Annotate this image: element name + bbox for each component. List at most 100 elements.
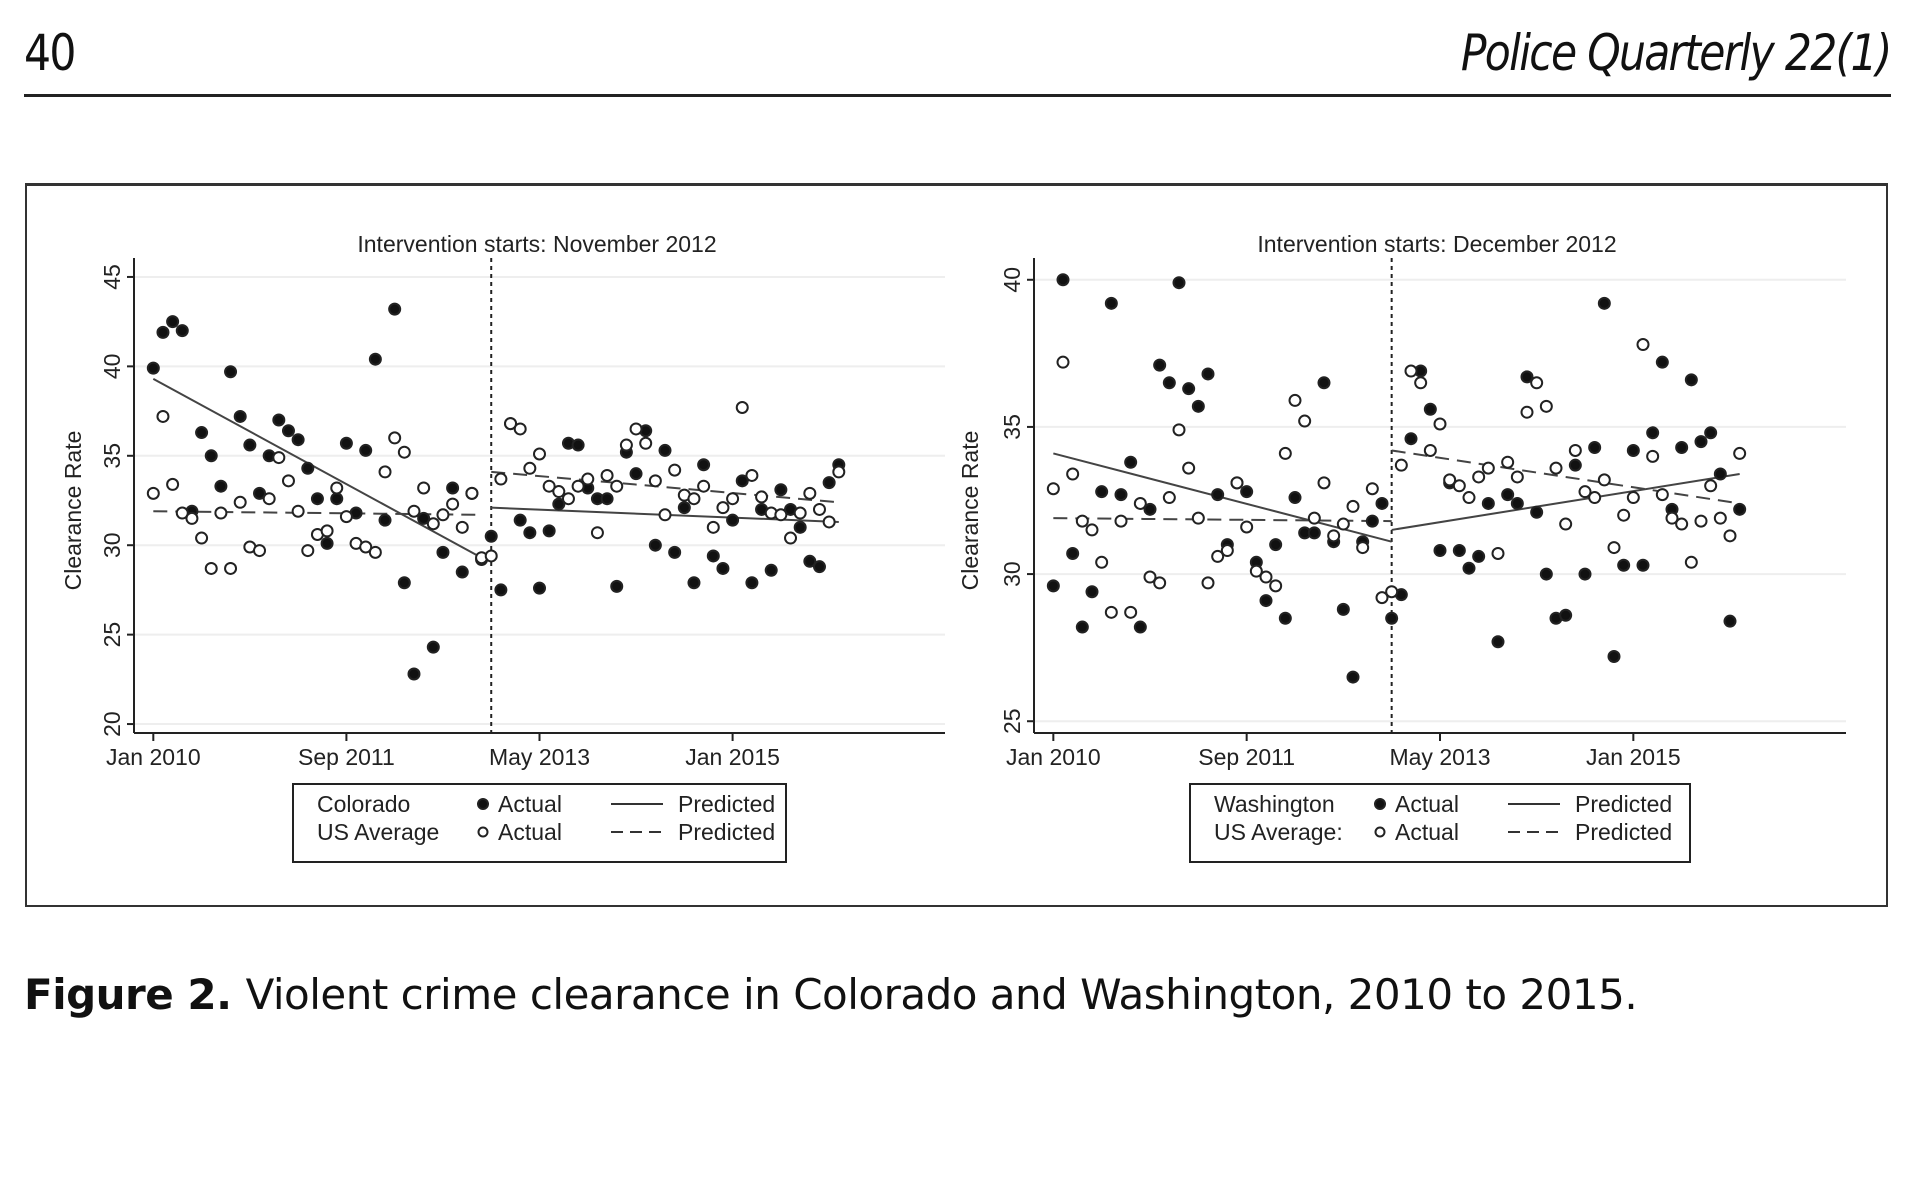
actual-point-state — [195, 426, 209, 440]
actual-point-us — [687, 492, 701, 506]
actual-point-us — [822, 515, 836, 529]
actual-point-state — [1317, 376, 1331, 390]
actual-point-us — [1597, 473, 1611, 487]
actual-point-us — [1626, 491, 1640, 505]
legend-box — [292, 783, 787, 863]
actual-point-us — [1085, 523, 1099, 537]
actual-point-us — [1375, 591, 1389, 605]
actual-point-state — [1607, 649, 1621, 663]
actual-point-state — [629, 467, 643, 481]
actual-point-us — [697, 479, 711, 493]
actual-point-state — [610, 579, 624, 593]
x-tick-label: Sep 2011 — [298, 744, 395, 770]
actual-point-us — [561, 492, 575, 506]
legend-hollow-marker — [477, 826, 489, 838]
actual-point-state — [272, 413, 286, 427]
actual-point-state — [1162, 376, 1176, 390]
actual-point-us — [784, 531, 798, 545]
actual-point-us — [484, 549, 498, 563]
actual-point-state — [1713, 467, 1727, 481]
actual-point-us — [1568, 443, 1582, 457]
legend-group-label: US Average — [317, 819, 439, 845]
actual-point-us — [281, 474, 295, 488]
actual-point-us — [1655, 488, 1669, 502]
actual-point-state — [1114, 488, 1128, 502]
actual-point-us — [755, 490, 769, 504]
actual-point-us — [832, 465, 846, 479]
actual-point-state — [1085, 585, 1099, 599]
actual-point-state — [1472, 549, 1486, 563]
actual-point-state — [716, 561, 730, 575]
actual-point-us — [1356, 541, 1370, 555]
actual-point-state — [523, 526, 537, 540]
x-tick-label: May 2013 — [1389, 744, 1490, 770]
actual-point-state — [571, 438, 585, 452]
actual-point-state — [1133, 620, 1147, 634]
actual-point-state — [1056, 273, 1070, 287]
actual-point-state — [1365, 514, 1379, 528]
actual-point-state — [735, 474, 749, 488]
actual-point-state — [1568, 458, 1582, 472]
actual-point-state — [243, 438, 257, 452]
actual-point-us — [571, 479, 585, 493]
actual-point-state — [1617, 558, 1631, 572]
actual-point-us — [1220, 544, 1234, 558]
predicted-line-state — [1391, 473, 1740, 531]
actual-point-state — [706, 549, 720, 563]
actual-point-us — [1066, 467, 1080, 481]
actual-point-us — [156, 409, 170, 423]
actual-point-state — [1211, 488, 1225, 502]
actual-point-us — [1733, 446, 1747, 460]
actual-point-state — [156, 325, 170, 339]
actual-point-state — [1723, 614, 1737, 628]
actual-point-state — [1520, 370, 1534, 384]
actual-point-state — [291, 433, 305, 447]
actual-point-us — [436, 508, 450, 522]
y-tick-label: 45 — [99, 264, 125, 290]
actual-point-us — [1501, 455, 1515, 469]
actual-point-state — [1240, 485, 1254, 499]
actual-point-us — [359, 540, 373, 554]
y-tick-label: 40 — [99, 354, 125, 380]
actual-point-state — [1733, 502, 1747, 516]
actual-point-us — [523, 461, 537, 475]
actual-point-state — [1684, 373, 1698, 387]
actual-point-state — [1201, 367, 1215, 381]
actual-point-us — [1162, 491, 1176, 505]
actual-point-us — [320, 524, 334, 538]
actual-point-us — [1472, 470, 1486, 484]
legend-group-label: Washington — [1214, 791, 1335, 817]
actual-point-us — [600, 468, 614, 482]
actual-point-us — [291, 504, 305, 518]
actual-point-us — [1153, 576, 1167, 590]
actual-point-state — [166, 315, 180, 329]
legend-box — [1189, 783, 1691, 863]
y-tick-label: 35 — [999, 414, 1025, 440]
actual-point-us — [812, 502, 826, 516]
actual-point-us — [1336, 517, 1350, 531]
actual-point-state — [1423, 402, 1437, 416]
actual-point-state — [224, 365, 238, 379]
actual-point-state — [1704, 426, 1718, 440]
actual-point-state — [1626, 443, 1640, 457]
predicted-line-state — [152, 378, 483, 559]
actual-point-state — [658, 443, 672, 457]
actual-point-state — [359, 443, 373, 457]
actual-point-us — [619, 438, 633, 452]
actual-point-us — [639, 436, 653, 450]
actual-point-state — [1095, 485, 1109, 499]
actual-point-state — [436, 545, 450, 559]
actual-point-state — [812, 560, 826, 574]
actual-point-us — [1182, 461, 1196, 475]
actual-point-us — [1675, 517, 1689, 531]
legend-predicted-label: Predicted — [678, 791, 775, 817]
actual-point-us — [1481, 461, 1495, 475]
actual-point-us — [793, 506, 807, 520]
actual-point-us — [1201, 576, 1215, 590]
x-tick-label: Jan 2015 — [685, 744, 780, 770]
actual-point-us — [1588, 491, 1602, 505]
actual-point-state — [368, 352, 382, 366]
actual-point-state — [1153, 358, 1167, 372]
actual-point-state — [146, 361, 160, 375]
page-number: 40 — [24, 24, 76, 82]
